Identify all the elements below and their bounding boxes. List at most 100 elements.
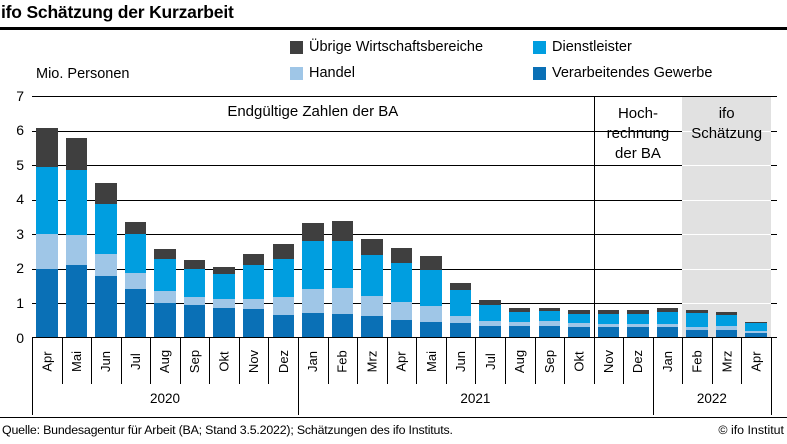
section-label-line: Schätzung (691, 125, 763, 142)
bar-segment-handel (65, 235, 88, 266)
bar-segment-handel (597, 323, 620, 328)
month-label-dez-8: Dez (268, 338, 298, 384)
bar-segment-handel (95, 254, 117, 276)
plot-area: Endgültige Zahlen der BA Hoch-rechnung der… (32, 96, 777, 339)
bar-segment-verarbeitendes-gewerbe (715, 329, 738, 337)
section-label-line: rechnung (606, 125, 670, 142)
year-separator (652, 384, 654, 415)
bar-segment-handel (449, 316, 472, 324)
bar-segment-verarbeitendes-gewerbe (95, 275, 117, 337)
month-separator (298, 338, 300, 384)
legend-swatch-dienstleister (533, 40, 546, 54)
month-separator (61, 338, 63, 384)
bar-jul-2020 (124, 221, 147, 337)
month-label-mai-13: Mai (416, 338, 446, 384)
footer-rule (0, 417, 787, 418)
bar-segment-dienstleister (745, 322, 767, 332)
bar-nov-2020 (242, 254, 265, 337)
bar-segment-dienstleister (656, 311, 679, 325)
section-divider-hochrechnung (593, 96, 595, 338)
right-axis-tick-2 (771, 268, 777, 270)
month-label-jul-3: Jul (121, 338, 151, 384)
bar-feb-2021 (331, 221, 354, 337)
source-note: Quelle: Bundesagentur für Arbeit (BA; St… (2, 423, 453, 437)
bar-segment-verarbeitendes-gewerbe (686, 329, 708, 337)
month-label-text: Apr (39, 350, 55, 372)
month-label-text: Jul (482, 352, 498, 370)
bar-nov-2021 (597, 309, 620, 337)
gridline-1 (32, 303, 683, 305)
month-separator (682, 338, 684, 384)
month-separator (564, 338, 566, 384)
right-axis-tick-1 (771, 303, 777, 305)
bar-segment-uebrige (597, 309, 620, 314)
bar-jun-2021 (449, 283, 472, 337)
bar-segment-verarbeitendes-gewerbe (302, 312, 324, 337)
bar-segment-handel (331, 287, 354, 314)
bar-segment-uebrige (302, 222, 324, 242)
month-label-text: Jan (660, 350, 676, 372)
bar-segment-dienstleister (715, 315, 738, 327)
month-label-aug-16: Aug (505, 338, 535, 384)
bar-segment-handel (627, 324, 649, 328)
month-label-jul-15: Jul (475, 338, 505, 384)
bar-jun-2020 (95, 182, 117, 337)
month-label-text: Okt (216, 350, 232, 372)
month-label-text: Sep (187, 349, 203, 373)
month-label-mrz-11: Mrz (357, 338, 387, 384)
month-label-text: Okt (571, 350, 587, 372)
month-separator (150, 338, 152, 384)
bar-segment-handel (183, 296, 206, 305)
gridline-4 (32, 199, 683, 201)
gridline-7 (32, 96, 771, 97)
bar-segment-handel (420, 305, 442, 323)
month-separator (179, 338, 181, 384)
bar-aug-2021 (508, 308, 531, 337)
legend-item-uebrige: Übrige Wirtschaftsbereiche (290, 39, 483, 55)
month-separator (534, 338, 536, 384)
month-label-text: Feb (334, 349, 350, 373)
section-label-line: der BA (615, 145, 661, 162)
month-label-text: Apr (393, 350, 409, 372)
month-label-text: Jul (127, 352, 143, 370)
bar-segment-uebrige (568, 310, 590, 314)
month-label-jun-14: Jun (446, 338, 476, 384)
month-separator (357, 338, 359, 384)
bar-segment-verarbeitendes-gewerbe (242, 309, 265, 337)
month-label-mrz-23: Mrz (712, 338, 742, 384)
month-label-text: Apr (748, 350, 764, 372)
right-axis-tick-4 (771, 199, 777, 201)
y-tick-label-3: 3 (16, 225, 24, 242)
year-axis: 2020 2021 2022 (32, 384, 772, 415)
bar-mrz-2022 (715, 312, 738, 337)
bar-segment-verarbeitendes-gewerbe (183, 304, 206, 337)
bar-jan-2022 (656, 308, 679, 337)
y-tick-label-7: 7 (16, 87, 24, 104)
bar-segment-verarbeitendes-gewerbe (331, 313, 354, 337)
bar-segment-uebrige (449, 283, 472, 290)
bar-sep-2021 (538, 307, 561, 337)
bar-feb-2022 (686, 309, 708, 337)
month-label-text: Jan (305, 350, 321, 372)
bar-segment-verarbeitendes-gewerbe (36, 268, 58, 337)
month-label-sep-17: Sep (535, 338, 565, 384)
bar-segment-uebrige (95, 182, 117, 204)
month-separator (711, 338, 713, 384)
month-separator (209, 338, 211, 384)
bar-segment-dienstleister (686, 312, 708, 327)
month-separator (416, 338, 418, 384)
bar-segment-uebrige (154, 248, 176, 259)
page-title: ifo Schätzung der Kurzarbeit (1, 2, 234, 22)
bar-segment-verarbeitendes-gewerbe (656, 327, 679, 337)
right-axis-tick-6 (771, 130, 777, 132)
month-separator (32, 338, 33, 384)
legend-item-dienstleister: Dienstleister (533, 39, 632, 55)
bar-jul-2021 (479, 299, 501, 337)
y-tick-label-2: 2 (16, 260, 24, 277)
bar-segment-uebrige (627, 309, 649, 314)
bar-segment-dienstleister (36, 166, 58, 234)
month-label-text: Dez (275, 349, 291, 373)
bar-segment-uebrige (272, 244, 294, 260)
bar-apr-2021 (390, 247, 413, 337)
bar-segment-handel (302, 288, 324, 313)
